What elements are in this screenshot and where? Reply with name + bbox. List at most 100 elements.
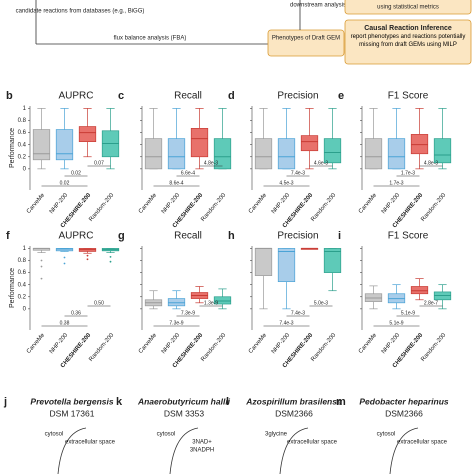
y-tick-label: 0	[23, 306, 27, 312]
x-tick-label: NHP-200	[161, 332, 182, 355]
x-tick-label: Random-200	[200, 332, 227, 363]
x-tick-label: CarveMe	[358, 332, 379, 355]
x-tick-label: CarveMe	[26, 332, 47, 355]
diagram-label: cytosol	[157, 432, 176, 438]
x-tick-label: Random-200	[310, 192, 337, 223]
p-value: 0.02	[71, 170, 81, 176]
box	[78, 126, 97, 143]
p-value: 0.50	[94, 300, 104, 306]
y-tick-label: 0.8	[18, 258, 27, 264]
organism-name: Pedobacter heparinus	[359, 396, 449, 406]
x-tick-label: CarveMe	[26, 192, 47, 215]
p-value: 6.6e-4	[181, 170, 195, 176]
box	[213, 296, 232, 305]
p-value: 0.36	[71, 310, 81, 316]
p-value: 7.4e-3	[291, 310, 305, 316]
p-value: 7.4e-3	[279, 320, 293, 326]
x-tick-label: Random-200	[88, 332, 115, 363]
diagram-label: cytosol	[377, 432, 396, 438]
panel-title: F1 Score	[388, 231, 429, 242]
p-value: 5.1e-9	[401, 310, 415, 316]
diagram-label: extracellular space	[397, 440, 448, 446]
box	[277, 248, 296, 283]
panel-label: k	[116, 396, 123, 408]
panel-label: c	[118, 90, 124, 102]
x-tick-label: CarveMe	[248, 192, 269, 215]
x-tick-label: NHP-200	[49, 192, 70, 215]
p-value: 7.3e-9	[181, 310, 195, 316]
panel-title: Precision	[277, 231, 318, 242]
p-value: 1.3e-9	[204, 300, 218, 306]
flowchart: candidate reactions from databases (e.g.…	[16, 0, 472, 65]
box	[300, 135, 319, 152]
box	[277, 138, 296, 170]
box	[364, 138, 383, 170]
p-value: 0.38	[60, 320, 70, 326]
p-value: 0.02	[60, 180, 70, 186]
outlier	[63, 256, 66, 259]
y-tick-label: 0.2	[18, 154, 27, 160]
y-tick-label: 0	[23, 166, 27, 172]
flow-box	[344, 0, 472, 15]
outlier	[40, 277, 43, 280]
diagram-label: extracellular space	[65, 440, 116, 446]
box	[32, 129, 51, 161]
x-tick-label: Random-200	[420, 192, 447, 223]
p-value: 1.7e-3	[401, 170, 415, 176]
flow-box	[267, 29, 345, 57]
organism-strain: DSM2366	[385, 408, 423, 418]
p-value: 4.8e-3	[424, 160, 438, 166]
box	[433, 138, 452, 164]
x-tick-label: CarveMe	[138, 332, 159, 355]
box	[190, 128, 209, 158]
organism-strain: DSM2366	[275, 408, 313, 418]
outlier	[63, 262, 66, 265]
outlier	[40, 265, 43, 268]
x-tick-label: CarveMe	[248, 332, 269, 355]
diagram-label: 3NAD+	[192, 440, 212, 446]
p-value: 2.8e-7	[424, 300, 438, 306]
panel-title: Precision	[277, 91, 318, 102]
panel-title: Recall	[174, 231, 202, 242]
x-tick-label: NHP-200	[381, 332, 402, 355]
box	[323, 248, 342, 273]
diagram-label: 3NADPH	[190, 448, 214, 454]
panel-label: h	[228, 230, 235, 242]
x-tick-label: CarveMe	[358, 192, 379, 215]
y-tick-label: 0.6	[18, 130, 27, 136]
panel-label: i	[338, 230, 341, 242]
box	[387, 138, 406, 170]
flow-text: candidate reactions from databases (e.g.…	[16, 9, 145, 15]
outlier	[40, 259, 43, 262]
flow-text: downstream analysis	[290, 3, 346, 9]
y-tick-label: 1	[23, 246, 27, 252]
p-value: 4.6e-3	[314, 160, 328, 166]
box	[167, 138, 186, 170]
flow-title: Causal Reaction Inference	[364, 25, 452, 32]
y-axis-label: Performance	[9, 268, 16, 308]
x-tick-label: NHP-200	[271, 192, 292, 215]
outlier	[86, 254, 89, 257]
box	[410, 286, 429, 295]
panel-label: m	[336, 396, 346, 408]
x-tick-label: Random-200	[200, 192, 227, 223]
p-value: 4.5e-3	[279, 180, 293, 186]
p-value: 5.0e-3	[314, 300, 328, 306]
panel-label: j	[3, 396, 7, 408]
diagram-label: cytosol	[45, 432, 64, 438]
membrane	[279, 427, 309, 474]
box	[55, 248, 74, 252]
box	[144, 138, 163, 170]
organism-name: Azospirillum brasilense	[245, 396, 342, 406]
y-tick-label: 0.4	[18, 142, 27, 148]
y-tick-label: 0.6	[18, 270, 27, 276]
x-tick-label: NHP-200	[161, 192, 182, 215]
box	[323, 138, 342, 164]
diagram-label: 3glycine	[265, 432, 288, 438]
panel-title: F1 Score	[388, 91, 429, 102]
panel-label: g	[118, 230, 125, 242]
box	[167, 298, 186, 307]
p-value: 4.8e-3	[204, 160, 218, 166]
panel-title: Recall	[174, 91, 202, 102]
organism-strain: DSM 3353	[164, 408, 204, 418]
